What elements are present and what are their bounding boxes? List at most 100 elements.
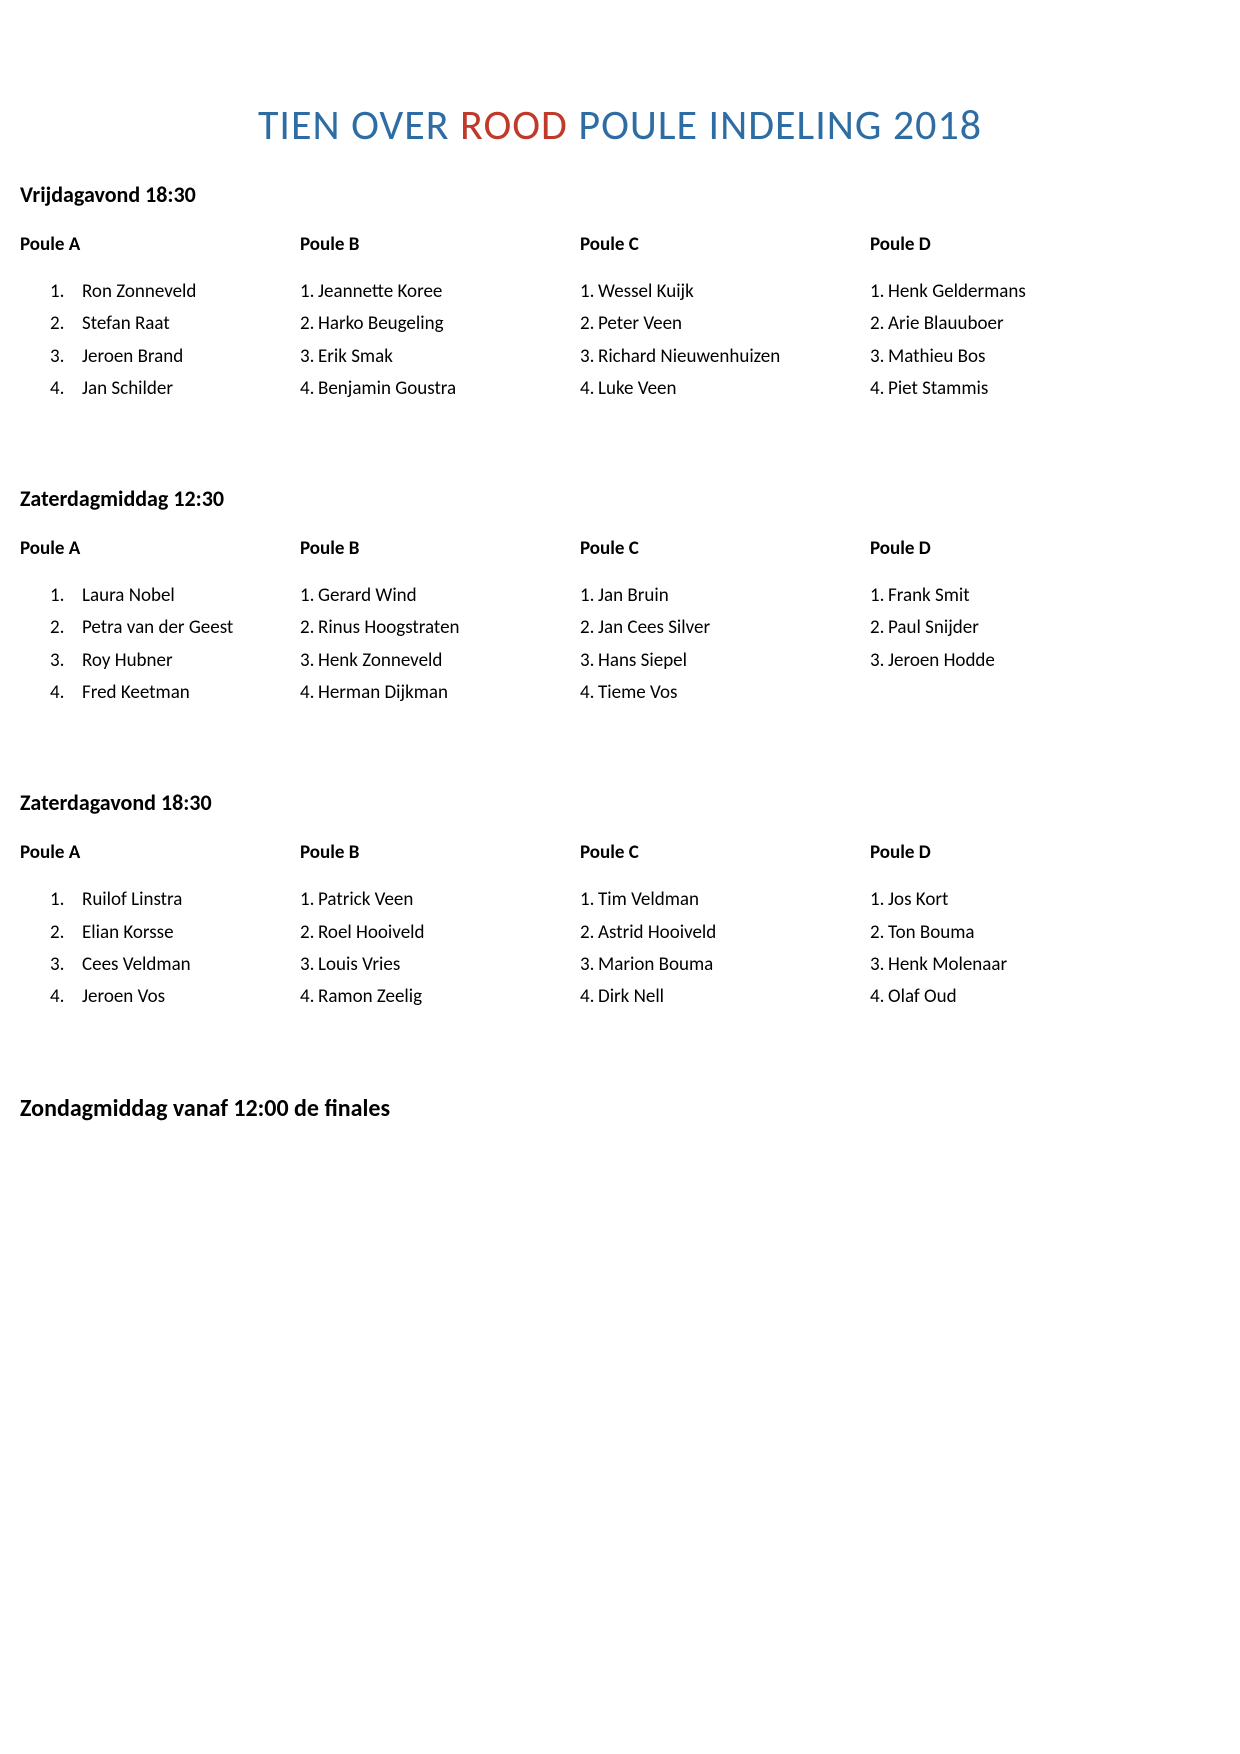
session: Vrijdagavond 18:30Poule A1. Ron Zonnevel… xyxy=(20,181,1220,405)
list-number: 2. xyxy=(50,917,74,949)
list-item: 3. Henk Zonneveld xyxy=(300,645,580,677)
poule-column: Poule D1. Jos Kort2. Ton Bouma3. Henk Mo… xyxy=(870,841,1130,1013)
poule-column: Poule B1. Patrick Veen2. Roel Hooiveld3.… xyxy=(300,841,580,1013)
list-item: 2. Elian Korsse xyxy=(50,917,300,949)
title-part2: POULE INDELING 2018 xyxy=(568,100,982,151)
player-name: Petra van der Geest xyxy=(82,616,233,639)
list-item: 1. Ron Zonneveld xyxy=(50,276,300,308)
list-number: 1. xyxy=(50,276,74,308)
list-number: 2. xyxy=(870,308,888,340)
poule-list: 1. Ruilof Linstra2. Elian Korsse3. Cees … xyxy=(20,884,300,1013)
list-number: 1. xyxy=(300,276,318,308)
player-name: Jan Schilder xyxy=(82,377,173,400)
list-item: 1. Henk Geldermans xyxy=(870,276,1130,308)
list-number: 4. xyxy=(580,677,598,709)
player-name: Jeroen Brand xyxy=(82,345,183,368)
list-item: 2. Roel Hooiveld xyxy=(300,917,580,949)
list-number: 2. xyxy=(300,612,318,644)
poule-column: Poule C 1. Wessel Kuijk2. Peter Veen3. Ri… xyxy=(580,233,870,405)
list-item: 3. Hans Siepel xyxy=(580,645,870,677)
player-name: Laura Nobel xyxy=(82,584,175,607)
poule-column: Poule C1. Jan Bruin2. Jan Cees Silver3. … xyxy=(580,537,870,709)
player-name: Henk Zonneveld xyxy=(318,649,442,672)
player-name: Stefan Raat xyxy=(82,312,170,335)
list-item: 2. Jan Cees Silver xyxy=(580,612,870,644)
list-number: 2. xyxy=(300,308,318,340)
list-number: 1. xyxy=(50,884,74,916)
player-name: Roel Hooiveld xyxy=(318,921,425,944)
player-name: Dirk Nell xyxy=(598,985,664,1008)
list-item: 4. Jeroen Vos xyxy=(50,981,300,1013)
poules-row: Poule A 1. Laura Nobel 2. Petra van der Ge… xyxy=(20,537,1220,709)
poule-column: Poule A1. Ruilof Linstra2. Elian Korsse3… xyxy=(20,841,300,1013)
player-name: Ruilof Linstra xyxy=(82,888,182,911)
player-name: Tieme Vos xyxy=(598,681,677,704)
list-item: 1. Jeannette Koree xyxy=(300,276,580,308)
player-name: Jos Kort xyxy=(888,888,948,911)
poule-title: Poule B xyxy=(300,841,580,864)
player-name: Erik Smak xyxy=(318,345,393,368)
poule-list: 1. Wessel Kuijk2. Peter Veen3. Richard N… xyxy=(580,276,870,405)
list-number: 4. xyxy=(580,373,598,405)
list-number: 4. xyxy=(300,677,318,709)
player-name: Patrick Veen xyxy=(318,888,413,911)
list-number: 4. xyxy=(300,373,318,405)
player-name: Peter Veen xyxy=(598,312,682,335)
list-number: 3. xyxy=(50,949,74,981)
player-name: Ton Bouma xyxy=(888,921,974,944)
sessions-container: Vrijdagavond 18:30Poule A1. Ron Zonnevel… xyxy=(20,181,1220,1014)
list-item: 3. Richard Nieuwenhuizen xyxy=(580,341,870,373)
list-number: 1. xyxy=(870,276,888,308)
poules-row: Poule A1. Ruilof Linstra2. Elian Korsse3… xyxy=(20,841,1220,1013)
list-item: 3. Louis Vries xyxy=(300,949,580,981)
list-item: 4. Olaf Oud xyxy=(870,981,1130,1013)
player-name: Tim Veldman xyxy=(598,888,699,911)
list-number: 4. xyxy=(300,981,318,1013)
list-number: 1. xyxy=(580,276,598,308)
player-name: Arie Blauuboer xyxy=(888,312,1004,335)
list-item: 2. Astrid Hooiveld xyxy=(580,917,870,949)
list-item: 1. Tim Veldman xyxy=(580,884,870,916)
list-number: 2. xyxy=(300,917,318,949)
poule-title: Poule C xyxy=(580,233,870,256)
player-name: Jeannette Koree xyxy=(318,280,442,303)
poule-column: Poule A1. Ron Zonneveld2. Stefan Raat3. … xyxy=(20,233,300,405)
list-number: 2. xyxy=(580,917,598,949)
player-name: Fred Keetman xyxy=(82,681,190,704)
player-name: Henk Molenaar xyxy=(888,953,1007,976)
list-item: 4. Dirk Nell xyxy=(580,981,870,1013)
player-name: Jeroen Hodde xyxy=(888,649,995,672)
list-item: 2. Rinus Hoogstraten xyxy=(300,612,580,644)
player-name: Luke Veen xyxy=(598,377,676,400)
poule-title: Poule A xyxy=(20,537,300,560)
list-number: 3. xyxy=(580,341,598,373)
poule-column: Poule B1. Jeannette Koree2. Harko Beugel… xyxy=(300,233,580,405)
player-name: Paul Snijder xyxy=(888,616,979,639)
list-item: 4. Jan Schilder xyxy=(50,373,300,405)
poule-column: Poule C1. Tim Veldman2. Astrid Hooiveld3… xyxy=(580,841,870,1013)
poule-list: 1. Tim Veldman2. Astrid Hooiveld3. Mario… xyxy=(580,884,870,1013)
list-number: 3. xyxy=(580,645,598,677)
player-name: Jan Bruin xyxy=(598,584,669,607)
list-item: 4. Fred Keetman xyxy=(50,677,300,709)
list-number: 3. xyxy=(870,341,888,373)
poule-list: 1. Laura Nobel2. Petra van der Geest3. R… xyxy=(20,580,300,709)
poule-list: 1. Patrick Veen2. Roel Hooiveld3. Louis … xyxy=(300,884,580,1013)
player-name: Frank Smit xyxy=(888,584,970,607)
poule-title: Poule C xyxy=(580,537,870,560)
player-name: Gerard Wind xyxy=(318,584,417,607)
poule-title: Poule D xyxy=(870,537,1130,560)
poule-column: Poule D1. Frank Smit2. Paul Snijder3. Je… xyxy=(870,537,1130,709)
list-item: 3. Erik Smak xyxy=(300,341,580,373)
list-number: 2. xyxy=(870,612,888,644)
session: Zaterdagmiddag 12:30Poule A1. Laura Nobe… xyxy=(20,485,1220,709)
list-item: 2. Arie Blauuboer xyxy=(870,308,1130,340)
poule-title: Poule A xyxy=(20,233,300,256)
list-number: 2. xyxy=(50,612,74,644)
list-item: 4. Piet Stammis xyxy=(870,373,1130,405)
list-item: 4. Luke Veen xyxy=(580,373,870,405)
player-name: Richard Nieuwenhuizen xyxy=(598,345,780,368)
player-name: Benjamin Goustra xyxy=(318,377,456,400)
list-number: 3. xyxy=(50,645,74,677)
list-number: 1. xyxy=(50,580,74,612)
